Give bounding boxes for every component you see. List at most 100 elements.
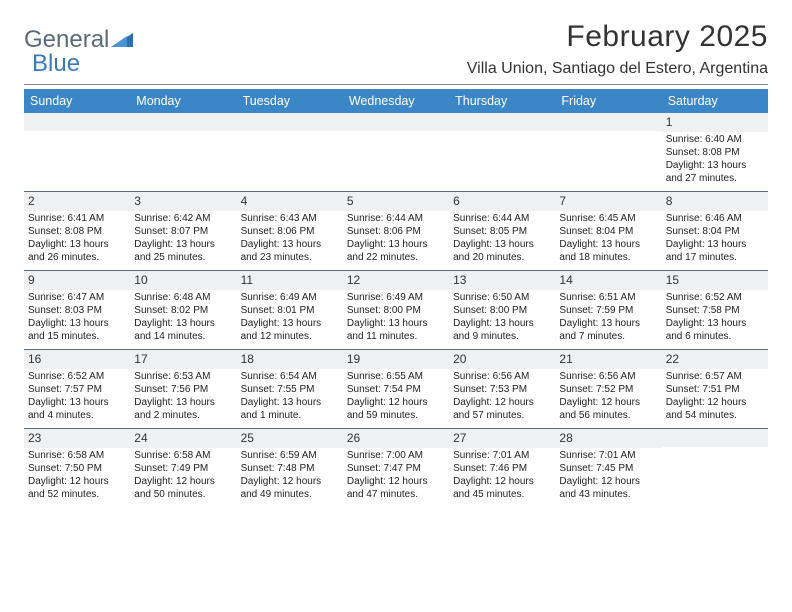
day-number xyxy=(130,113,236,131)
dow-wednesday: Wednesday xyxy=(343,89,449,113)
day-number: 1 xyxy=(662,113,768,132)
dow-thursday: Thursday xyxy=(449,89,555,113)
day-number: 14 xyxy=(555,271,661,290)
day-info: Sunrise: 6:51 AMSunset: 7:59 PMDaylight:… xyxy=(559,292,657,343)
day-number: 8 xyxy=(662,192,768,211)
day-info: Sunrise: 6:45 AMSunset: 8:04 PMDaylight:… xyxy=(559,213,657,264)
day-cell: 19 Sunrise: 6:55 AMSunset: 7:54 PMDayligh… xyxy=(343,350,449,428)
day-cell: 17 Sunrise: 6:53 AMSunset: 7:56 PMDayligh… xyxy=(130,350,236,428)
day-info: Sunrise: 6:58 AMSunset: 7:50 PMDaylight:… xyxy=(28,450,126,501)
day-cell: 6 Sunrise: 6:44 AMSunset: 8:05 PMDaylight… xyxy=(449,192,555,270)
day-info: Sunrise: 6:53 AMSunset: 7:56 PMDaylight:… xyxy=(134,371,232,422)
day-cell: 15Sunrise: 6:52 AMSunset: 7:58 PMDayligh… xyxy=(662,271,768,349)
day-info: Sunrise: 6:44 AMSunset: 8:06 PMDaylight:… xyxy=(347,213,445,264)
day-info: Sunrise: 7:01 AMSunset: 7:45 PMDaylight:… xyxy=(559,450,657,501)
day-cell: 24Sunrise: 6:58 AMSunset: 7:49 PMDayligh… xyxy=(130,429,236,507)
day-number: 10 xyxy=(130,271,236,290)
day-cell: 4 Sunrise: 6:43 AMSunset: 8:06 PMDaylight… xyxy=(237,192,343,270)
day-cell: 14 Sunrise: 6:51 AMSunset: 7:59 PMDayligh… xyxy=(555,271,661,349)
day-number xyxy=(662,429,768,447)
day-cell xyxy=(449,113,555,191)
location: Villa Union, Santiago del Estero, Argent… xyxy=(467,60,768,78)
day-cell: 18 Sunrise: 6:54 AMSunset: 7:55 PMDayligh… xyxy=(237,350,343,428)
day-number xyxy=(555,113,661,131)
day-number: 16 xyxy=(24,350,130,369)
day-info: Sunrise: 7:01 AMSunset: 7:46 PMDaylight:… xyxy=(453,450,551,501)
day-number: 26 xyxy=(343,429,449,448)
day-cell: 20 Sunrise: 6:56 AMSunset: 7:53 PMDayligh… xyxy=(449,350,555,428)
dow-monday: Monday xyxy=(130,89,236,113)
day-number: 13 xyxy=(449,271,555,290)
day-number: 4 xyxy=(237,192,343,211)
day-number: 9 xyxy=(24,271,130,290)
day-cell: 25 Sunrise: 6:59 AMSunset: 7:48 PMDayligh… xyxy=(237,429,343,507)
week-row: 2 Sunrise: 6:41 AMSunset: 8:08 PMDaylight… xyxy=(24,191,768,270)
week-row: 16 Sunrise: 6:52 AMSunset: 7:57 PMDayligh… xyxy=(24,349,768,428)
day-info: Sunrise: 6:58 AMSunset: 7:49 PMDaylight:… xyxy=(134,450,232,501)
day-number: 12 xyxy=(343,271,449,290)
day-info: Sunrise: 6:48 AMSunset: 8:02 PMDaylight:… xyxy=(134,292,232,343)
day-cell: 3 Sunrise: 6:42 AMSunset: 8:07 PMDaylight… xyxy=(130,192,236,270)
day-info: Sunrise: 6:49 AMSunset: 8:00 PMDaylight:… xyxy=(347,292,445,343)
day-info: Sunrise: 6:44 AMSunset: 8:05 PMDaylight:… xyxy=(453,213,551,264)
day-cell: 8 Sunrise: 6:46 AMSunset: 8:04 PMDaylight… xyxy=(662,192,768,270)
day-info: Sunrise: 6:55 AMSunset: 7:54 PMDaylight:… xyxy=(347,371,445,422)
day-number: 3 xyxy=(130,192,236,211)
day-number: 19 xyxy=(343,350,449,369)
day-number: 5 xyxy=(343,192,449,211)
day-info: Sunrise: 6:41 AMSunset: 8:08 PMDaylight:… xyxy=(28,213,126,264)
brand-part2: Blue xyxy=(32,50,80,78)
day-cell xyxy=(237,113,343,191)
day-number: 11 xyxy=(237,271,343,290)
day-number: 21 xyxy=(555,350,661,369)
day-cell: 9Sunrise: 6:47 AMSunset: 8:03 PMDaylight… xyxy=(24,271,130,349)
day-info: Sunrise: 6:42 AMSunset: 8:07 PMDaylight:… xyxy=(134,213,232,264)
day-cell: 11 Sunrise: 6:49 AMSunset: 8:01 PMDayligh… xyxy=(237,271,343,349)
day-cell: 28 Sunrise: 7:01 AMSunset: 7:45 PMDayligh… xyxy=(555,429,661,507)
day-of-week-header: Sunday Monday Tuesday Wednesday Thursday… xyxy=(24,89,768,113)
day-info: Sunrise: 6:54 AMSunset: 7:55 PMDaylight:… xyxy=(241,371,339,422)
day-cell xyxy=(130,113,236,191)
day-info: Sunrise: 6:52 AMSunset: 7:57 PMDaylight:… xyxy=(28,371,126,422)
day-number: 15 xyxy=(662,271,768,290)
dow-saturday: Saturday xyxy=(662,89,768,113)
day-number: 2 xyxy=(24,192,130,211)
day-number: 6 xyxy=(449,192,555,211)
day-info: Sunrise: 6:49 AMSunset: 8:01 PMDaylight:… xyxy=(241,292,339,343)
day-cell xyxy=(24,113,130,191)
day-info: Sunrise: 6:43 AMSunset: 8:06 PMDaylight:… xyxy=(241,213,339,264)
weeks-container: 1Sunrise: 6:40 AMSunset: 8:08 PMDaylight… xyxy=(24,113,768,507)
day-info: Sunrise: 6:59 AMSunset: 7:48 PMDaylight:… xyxy=(241,450,339,501)
day-info: Sunrise: 7:00 AMSunset: 7:47 PMDaylight:… xyxy=(347,450,445,501)
day-number: 25 xyxy=(237,429,343,448)
day-cell: 26 Sunrise: 7:00 AMSunset: 7:47 PMDayligh… xyxy=(343,429,449,507)
day-cell: 27 Sunrise: 7:01 AMSunset: 7:46 PMDayligh… xyxy=(449,429,555,507)
day-number: 28 xyxy=(555,429,661,448)
day-cell: 22 Sunrise: 6:57 AMSunset: 7:51 PMDayligh… xyxy=(662,350,768,428)
day-cell: 1Sunrise: 6:40 AMSunset: 8:08 PMDaylight… xyxy=(662,113,768,191)
day-number xyxy=(237,113,343,131)
day-cell xyxy=(343,113,449,191)
day-cell xyxy=(555,113,661,191)
day-info: Sunrise: 6:56 AMSunset: 7:53 PMDaylight:… xyxy=(453,371,551,422)
day-cell: 12 Sunrise: 6:49 AMSunset: 8:00 PMDayligh… xyxy=(343,271,449,349)
month-title: February 2025 xyxy=(467,20,768,54)
day-number: 27 xyxy=(449,429,555,448)
day-cell: 23 Sunrise: 6:58 AMSunset: 7:50 PMDayligh… xyxy=(24,429,130,507)
day-number xyxy=(343,113,449,131)
dow-friday: Friday xyxy=(555,89,661,113)
day-number: 22 xyxy=(662,350,768,369)
day-info: Sunrise: 6:57 AMSunset: 7:51 PMDaylight:… xyxy=(666,371,764,422)
day-number: 18 xyxy=(237,350,343,369)
day-number: 20 xyxy=(449,350,555,369)
day-number: 17 xyxy=(130,350,236,369)
day-info: Sunrise: 6:46 AMSunset: 8:04 PMDaylight:… xyxy=(666,213,764,264)
day-info: Sunrise: 6:50 AMSunset: 8:00 PMDaylight:… xyxy=(453,292,551,343)
day-info: Sunrise: 6:56 AMSunset: 7:52 PMDaylight:… xyxy=(559,371,657,422)
dow-tuesday: Tuesday xyxy=(237,89,343,113)
day-number: 23 xyxy=(24,429,130,448)
day-number xyxy=(449,113,555,131)
day-cell xyxy=(662,429,768,507)
brand-triangle-icon xyxy=(111,26,133,54)
week-row: 1Sunrise: 6:40 AMSunset: 8:08 PMDaylight… xyxy=(24,113,768,191)
